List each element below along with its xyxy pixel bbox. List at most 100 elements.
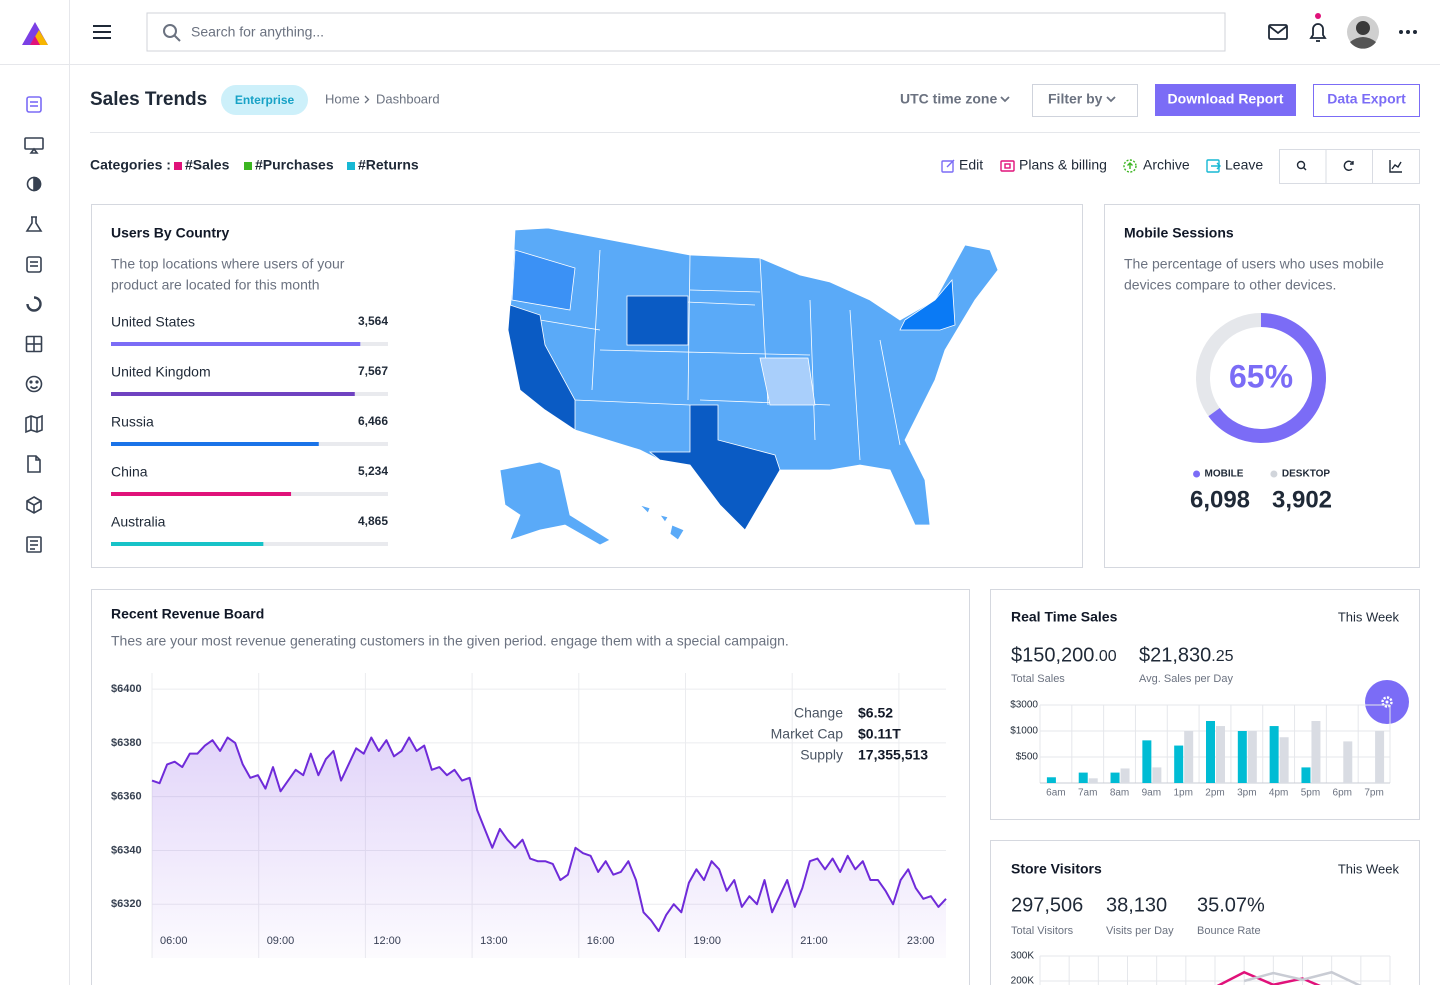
donut-arc: [1208, 313, 1326, 443]
stat-value: $21,830: [1139, 644, 1211, 666]
y-tick-label: $6380: [111, 737, 142, 749]
x-tick-label: 4pm: [1269, 788, 1288, 799]
search-icon: [163, 24, 181, 42]
action-edit[interactable]: Edit: [959, 157, 983, 173]
stat-value: 297,506: [1011, 894, 1083, 916]
stat-label: Change: [794, 705, 843, 721]
settings-icon: [1381, 696, 1393, 708]
mail-icon[interactable]: [1268, 24, 1288, 40]
country-users: 7,567: [358, 364, 388, 378]
progress-bar: [111, 342, 361, 346]
timezone-select[interactable]: UTC time zone: [900, 91, 997, 107]
line: [1243, 970, 1362, 985]
x-tick-label: 3pm: [1237, 788, 1256, 799]
category-tag[interactable]: #Returns: [358, 157, 419, 173]
category-swatch: [347, 162, 355, 170]
card-title: Real Time Sales: [1011, 609, 1118, 625]
card-mobile-sessions: [1104, 204, 1420, 568]
bar: [1311, 720, 1321, 783]
y-tick-label: 200K: [1011, 976, 1035, 985]
line: [151, 736, 947, 933]
logo[interactable]: [22, 22, 48, 45]
bar: [1269, 726, 1279, 783]
category-tag[interactable]: #Purchases: [255, 157, 334, 173]
notification-icon[interactable]: [1309, 13, 1327, 42]
category-tag[interactable]: #Sales: [185, 157, 230, 173]
card-title: Recent Revenue Board: [111, 606, 264, 622]
y-tick-label: $3000: [1010, 700, 1038, 711]
bar: [1110, 772, 1120, 783]
export-button[interactable]: [1313, 84, 1420, 117]
y-tick-label: $500: [1016, 752, 1039, 763]
card-description: Thes are your most revenue generating cu…: [111, 633, 789, 649]
breadcrumb-separator: [364, 95, 370, 104]
more-menu[interactable]: [1399, 30, 1417, 34]
action-archive[interactable]: Archive: [1143, 157, 1190, 173]
x-tick-label: 8am: [1110, 788, 1129, 799]
y-tick-label: $6400: [111, 683, 142, 695]
bar: [1375, 731, 1385, 783]
card-title: Mobile Sessions: [1124, 225, 1234, 241]
download-button[interactable]: [1155, 84, 1296, 116]
card-title: Store Visitors: [1011, 861, 1102, 877]
card-store-visitors: [990, 840, 1420, 985]
country-users: 4,865: [358, 514, 388, 528]
country-users: 5,234: [358, 464, 388, 478]
filter-button[interactable]: [1032, 84, 1138, 117]
bar: [1206, 720, 1215, 783]
country-name: Russia: [111, 414, 154, 430]
bar: [1078, 772, 1088, 783]
bar: [1279, 737, 1289, 783]
bar: [1142, 740, 1152, 783]
country-name: Australia: [111, 514, 166, 530]
breadcrumb-item[interactable]: Home: [325, 91, 360, 106]
donut-label: 65%: [1229, 358, 1293, 394]
card-description: The top locations where users of your: [111, 256, 345, 272]
card-description: The percentage of users who uses mobile: [1124, 256, 1384, 272]
stat-label: Visits per Day: [1106, 925, 1174, 937]
timezone-chevron: [1000, 96, 1010, 103]
x-tick-label: 9am: [1142, 788, 1161, 799]
period[interactable]: This Week: [1338, 609, 1400, 624]
area: [152, 737, 946, 958]
icon-button-group[interactable]: [1279, 149, 1420, 184]
card-description: product are located for this month: [111, 277, 320, 293]
sidebar-icons[interactable]: [24, 96, 44, 553]
breadcrumb-item: Dashboard: [376, 91, 440, 106]
stat-label: Total Visitors: [1011, 925, 1074, 937]
period[interactable]: This Week: [1338, 861, 1400, 876]
x-tick-label: 2pm: [1205, 788, 1224, 799]
x-tick-label: 1pm: [1173, 788, 1192, 799]
x-tick-label: 5pm: [1301, 788, 1320, 799]
progress-bar: [111, 492, 292, 496]
country-name: China: [111, 464, 148, 480]
stat-label: Total Sales: [1011, 673, 1065, 685]
download-label: Download Report: [1168, 91, 1284, 107]
legend-label: DESKTOP: [1282, 469, 1330, 480]
billing-icon: [1000, 160, 1015, 172]
stat-fraction: .25: [1211, 648, 1233, 665]
categories-label: Categories :: [90, 157, 171, 173]
card-description: devices compare to other devices.: [1124, 277, 1336, 293]
action-billing[interactable]: Plans & billing: [1019, 157, 1107, 173]
avatar[interactable]: [1347, 16, 1379, 49]
legend-dot: [1193, 470, 1201, 478]
y-tick-label: $1000: [1010, 726, 1038, 737]
bar: [1216, 726, 1225, 783]
x-tick-label: 6pm: [1333, 788, 1352, 799]
search-box[interactable]: [146, 12, 1226, 52]
x-tick-label: 7am: [1078, 788, 1097, 799]
action-leave[interactable]: Leave: [1225, 157, 1263, 173]
menu-button[interactable]: [93, 25, 111, 39]
filter-chevron: [1106, 96, 1116, 103]
bar: [1247, 731, 1257, 783]
search-placeholder: Search for anything...: [191, 24, 324, 40]
stat-value: 38,130: [1106, 894, 1167, 916]
legend-value: 6,098: [1190, 486, 1250, 513]
bar: [1184, 731, 1194, 783]
bar: [1088, 778, 1098, 783]
stat-label: Bounce Rate: [1197, 925, 1261, 937]
filter-label: Filter by: [1048, 91, 1103, 107]
